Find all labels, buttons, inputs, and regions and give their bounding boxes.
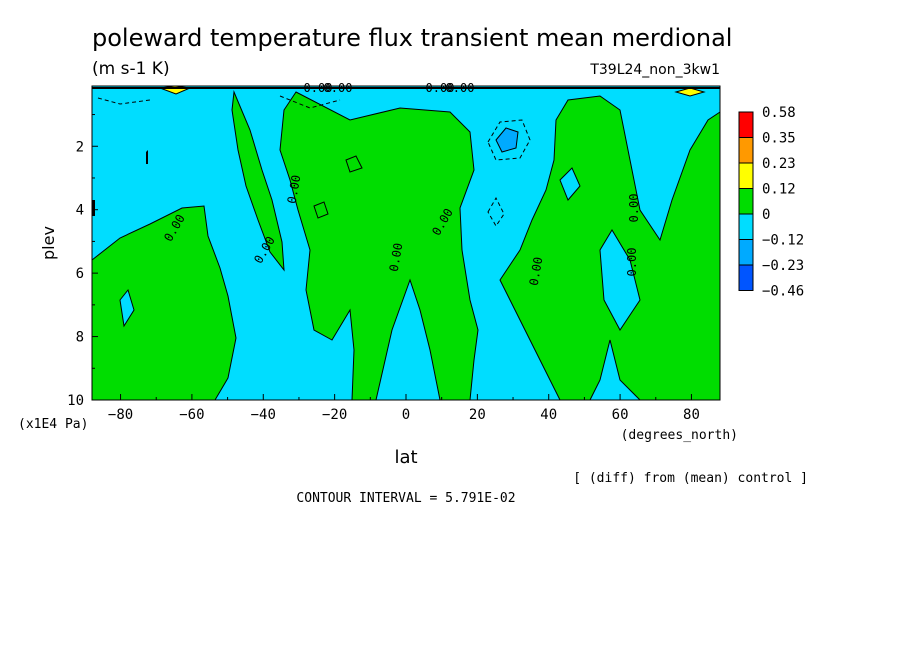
contour-label: 0.00: [387, 242, 406, 273]
positive-region-central: [279, 91, 479, 401]
contour-fields: [91, 85, 721, 401]
colorbar-swatch: [738, 162, 754, 189]
colorbar-level-label: 0.35: [762, 131, 796, 147]
contour-label: 0.00: [324, 81, 353, 95]
tiny-feature-1: [146, 150, 148, 164]
y-tick-label: 6: [76, 266, 84, 282]
comparison-note: [ (diff) from (mean) control ]: [573, 471, 808, 486]
positive-island-south: [313, 201, 329, 219]
contour-label: 0.00: [527, 256, 546, 287]
x-tick-label: 60: [612, 407, 629, 423]
y-tick-label: 8: [76, 330, 84, 346]
colorbar-level-label: 0.12: [762, 182, 796, 198]
strong-positive-patch-right: [674, 87, 706, 97]
x-axis: −80 −60 −40 −20 0 20 40 60 80: [108, 394, 700, 423]
y-axis-label: plev: [39, 226, 58, 260]
x-tick-label: −60: [179, 407, 204, 423]
x-axis-label: lat: [394, 447, 417, 468]
x-tick-label: −40: [251, 407, 276, 423]
colorbar-swatch: [738, 264, 754, 291]
dashed-contour-top-left: [97, 97, 151, 105]
x-tick-label: 20: [469, 407, 486, 423]
colorbar-swatch: [738, 111, 754, 138]
tiny-feature-2: [92, 200, 95, 216]
y-tick-label: 2: [76, 139, 84, 155]
negative-island-west: [119, 288, 135, 328]
run-label: T39L24_non_3kw1: [589, 62, 720, 78]
plot-area: 0.00 0.000.000.000.000.000.000.000.000.00…: [67, 81, 721, 423]
colorbar-swatch: [738, 213, 754, 240]
dashed-contour-small: [487, 196, 505, 227]
contour-label: 0.00: [625, 248, 639, 277]
x-tick-label: −20: [322, 407, 347, 423]
colorbar-swatch: [738, 137, 754, 164]
colorbar-level-label: −0.46: [762, 284, 804, 300]
negative-patch-north: [599, 229, 641, 331]
contour-label: 0.00: [627, 194, 641, 223]
positive-island-midlat: [345, 155, 363, 173]
chart-title: poleward temperature flux transient mean…: [92, 24, 732, 52]
y-tick-label: 10: [67, 393, 84, 409]
contour-label: 0.00: [446, 81, 475, 95]
negative-island-north: [559, 167, 581, 201]
contour-interval: CONTOUR INTERVAL = 5.791E-02: [296, 491, 515, 506]
x-tick-label: 80: [683, 407, 700, 423]
contour-label: 0.00: [285, 174, 304, 205]
contour-label: 0.00: [426, 81, 455, 95]
strong-negative-spot: [495, 127, 519, 153]
x-tick-label: 0: [402, 407, 410, 423]
y-tick-label: 4: [76, 203, 84, 219]
colorbar-level-label: 0: [762, 207, 770, 223]
x-tick-label: 40: [540, 407, 557, 423]
units-label: (m s-1 K): [92, 59, 170, 79]
colorbar-level-label: −0.23: [762, 258, 804, 274]
colorbar-level-label: 0.58: [762, 105, 796, 121]
colorbar-level-label: −0.12: [762, 233, 804, 249]
positive-region-midlat-south: [231, 90, 285, 272]
colorbar-swatch: [738, 239, 754, 266]
colorbar-swatch: [738, 188, 754, 215]
contour-label: 0.00: [304, 81, 333, 95]
y-axis-unit: (x1E4 Pa): [18, 417, 88, 432]
dashed-contour-top-center: [279, 95, 341, 109]
x-tick-label: −80: [108, 407, 133, 423]
x-axis-unit: (degrees_north): [621, 428, 738, 443]
y-axis: 2 4 6 8 10: [67, 114, 98, 409]
dashed-contour-subtropics: [487, 119, 531, 161]
colorbar-level-label: 0.23: [762, 156, 796, 172]
colorbar: 0.58 0.35 0.23 0.12 0 −0.12 −0.23 −0.46: [738, 105, 804, 300]
